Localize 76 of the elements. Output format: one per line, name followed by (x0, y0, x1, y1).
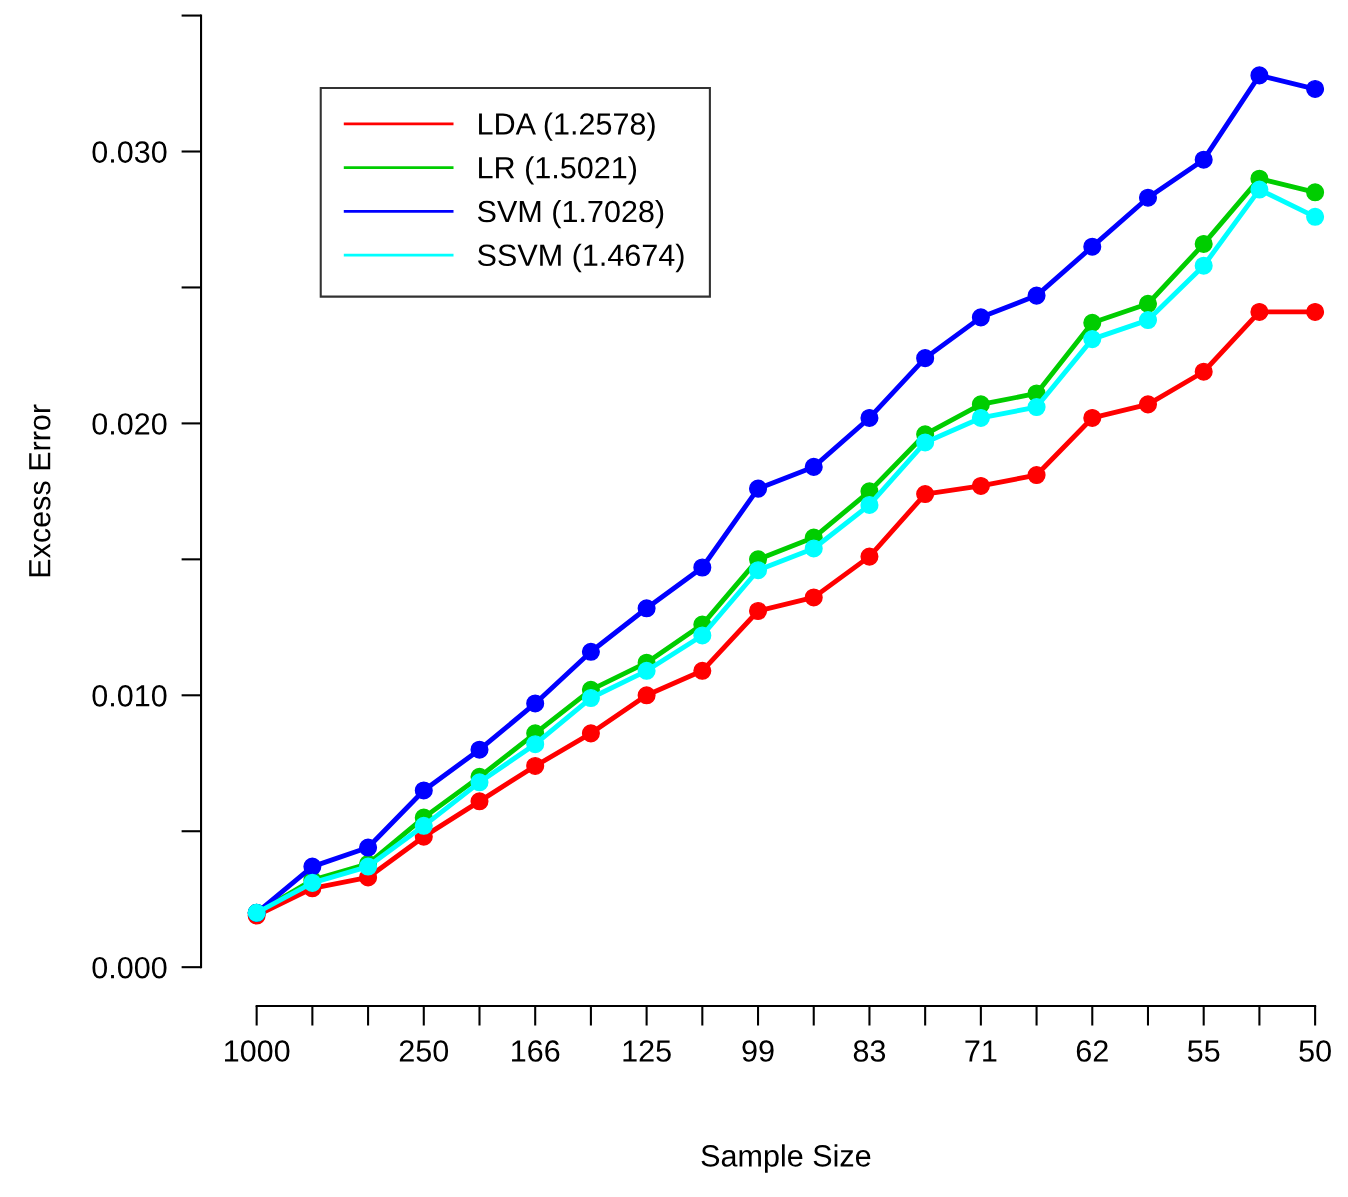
point (971, 308, 990, 327)
x-tick-label: 83 (853, 1040, 886, 1062)
point (1194, 234, 1213, 253)
point (581, 642, 600, 661)
y-axis-title: Excess Error (29, 404, 51, 577)
point (971, 476, 990, 495)
point (1194, 362, 1213, 381)
point (637, 686, 656, 705)
x-tick-label: 50 (1299, 1040, 1331, 1062)
point (1083, 408, 1102, 427)
legend-label: SSVM (1.4674) (477, 243, 684, 273)
point (1138, 395, 1158, 414)
point (860, 408, 879, 427)
point (1250, 66, 1269, 85)
x-tick-label: 62 (1076, 1040, 1108, 1062)
point (1083, 313, 1102, 332)
legend-label: SVM (1.7028) (477, 199, 664, 229)
point (693, 661, 712, 680)
point (804, 457, 823, 476)
point (526, 694, 545, 713)
point (1138, 188, 1158, 207)
point (916, 485, 935, 504)
x-axis-title: Sample Size (701, 1144, 871, 1173)
y-tick-label: 0.010 (92, 685, 167, 707)
x-tick-label: 166 (512, 1040, 560, 1062)
point (971, 408, 990, 427)
point (581, 688, 600, 708)
y-tick-label: 0.020 (92, 413, 167, 435)
point (749, 479, 768, 498)
point (470, 740, 489, 759)
point (526, 735, 545, 754)
point (693, 626, 712, 645)
point (414, 781, 433, 800)
point (804, 539, 823, 558)
point (637, 661, 656, 680)
point (860, 547, 879, 566)
point (526, 756, 545, 776)
point (749, 561, 768, 580)
point (1306, 183, 1325, 202)
point (414, 816, 433, 835)
point (804, 588, 823, 607)
x-tick-label: 250 (399, 1040, 449, 1062)
x-tick-label: 1000 (225, 1040, 290, 1062)
point (1027, 466, 1046, 485)
point (693, 558, 712, 577)
point (916, 433, 935, 452)
point (1027, 286, 1046, 305)
point (1306, 79, 1325, 98)
point (1194, 256, 1213, 275)
legend-label: LR (1.5021) (479, 156, 637, 185)
point (1250, 302, 1269, 321)
point (1250, 180, 1269, 199)
point (359, 838, 378, 857)
point (916, 349, 935, 368)
point (581, 724, 600, 743)
x-tick-label: 55 (1187, 1040, 1220, 1062)
point (1306, 207, 1325, 226)
point (1083, 237, 1102, 256)
x-tick-label: 99 (742, 1040, 774, 1062)
x-tick-label: 125 (623, 1040, 671, 1062)
point (1027, 398, 1046, 417)
point (749, 601, 768, 621)
point (1138, 311, 1158, 330)
y-tick-label: 0.000 (92, 956, 167, 979)
point (1138, 294, 1158, 313)
x-tick-label: 71 (965, 1040, 997, 1062)
point (470, 792, 489, 811)
point (637, 599, 656, 618)
point (1083, 330, 1102, 349)
point (1306, 302, 1325, 321)
point (470, 773, 489, 792)
point (860, 495, 879, 514)
legend-label: LDA (1.2578) (479, 112, 655, 141)
point (1194, 150, 1213, 169)
point (303, 857, 322, 876)
y-tick-label: 0.030 (92, 141, 167, 163)
